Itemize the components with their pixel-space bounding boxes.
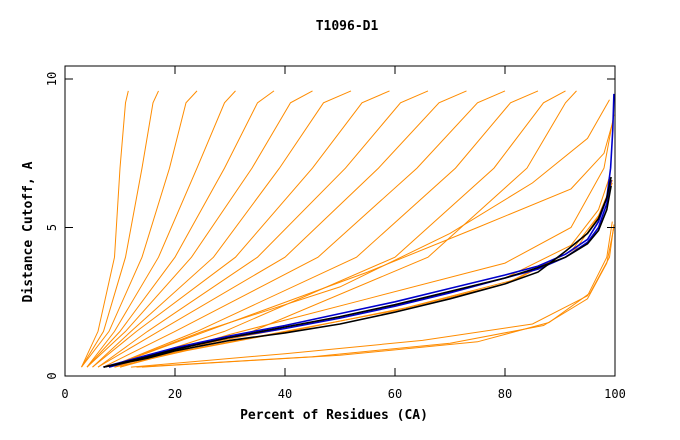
x-tick-label: 80 [498,387,512,401]
x-tick-label: 20 [168,387,182,401]
series-line [86,90,275,368]
series-line [81,90,159,368]
series-line [103,176,612,368]
series-line [97,90,429,368]
series-line [108,90,539,368]
y-tick-label: 0 [45,372,59,379]
series-line [108,182,613,368]
series-line [97,90,467,368]
y-tick-label: 5 [45,224,59,231]
x-tick-label: 100 [604,387,626,401]
series-line [103,90,506,368]
series-line [81,90,198,368]
y-tick-label: 10 [45,72,59,86]
series-line [114,90,566,368]
chart-title: T1096-D1 [316,19,379,34]
series-line [141,224,615,368]
series-layer [81,90,615,368]
x-tick-label: 40 [278,387,292,401]
series-line [81,90,129,368]
series-line [119,114,615,368]
x-tick-label: 60 [388,387,402,401]
series-line [108,99,610,368]
series-line [130,221,613,368]
series-line [86,90,313,368]
x-axis-label: Percent of Residues (CA) [240,408,428,423]
series-line [114,179,613,368]
series-line [92,90,352,368]
series-line [92,90,390,368]
tick-layer: 0 20 40 60 80 100 0 5 10 [45,66,626,401]
x-tick-label: 0 [61,387,68,401]
series-line [86,90,236,368]
series-line [103,185,612,368]
plot-frame [64,65,616,377]
y-axis-label: Distance Cutoff, A [21,161,36,302]
